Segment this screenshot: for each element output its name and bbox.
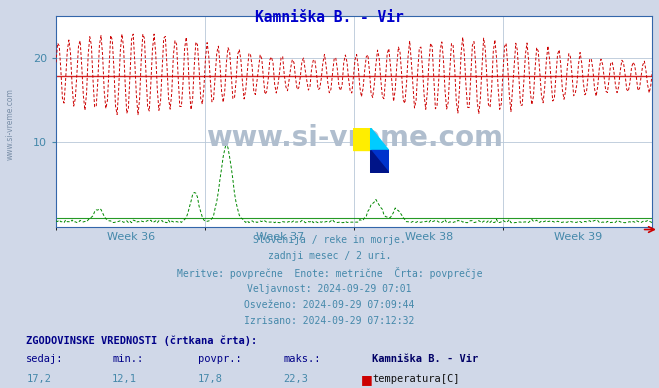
Text: ■: ■ — [360, 373, 372, 386]
Text: www.si-vreme.com: www.si-vreme.com — [5, 88, 14, 160]
Text: 17,2: 17,2 — [26, 374, 51, 385]
Text: temperatura[C]: temperatura[C] — [372, 374, 460, 385]
Text: www.si-vreme.com: www.si-vreme.com — [206, 124, 503, 152]
Text: 22,3: 22,3 — [283, 374, 308, 385]
Text: Slovenija / reke in morje.: Slovenija / reke in morje. — [253, 235, 406, 245]
Text: Kamniška B. - Vir: Kamniška B. - Vir — [255, 10, 404, 25]
Text: Izrisano: 2024-09-29 07:12:32: Izrisano: 2024-09-29 07:12:32 — [244, 316, 415, 326]
Text: Veljavnost: 2024-09-29 07:01: Veljavnost: 2024-09-29 07:01 — [247, 284, 412, 294]
Text: Osveženo: 2024-09-29 07:09:44: Osveženo: 2024-09-29 07:09:44 — [244, 300, 415, 310]
Text: ZGODOVINSKE VREDNOSTI (črtkana črta):: ZGODOVINSKE VREDNOSTI (črtkana črta): — [26, 336, 258, 346]
Polygon shape — [353, 128, 370, 150]
Text: min.:: min.: — [112, 354, 143, 364]
Text: maks.:: maks.: — [283, 354, 321, 364]
Polygon shape — [370, 150, 389, 173]
Text: povpr.:: povpr.: — [198, 354, 241, 364]
Text: Meritve: povprečne  Enote: metrične  Črta: povprečje: Meritve: povprečne Enote: metrične Črta:… — [177, 267, 482, 279]
Polygon shape — [370, 128, 389, 150]
Text: zadnji mesec / 2 uri.: zadnji mesec / 2 uri. — [268, 251, 391, 261]
Text: sedaj:: sedaj: — [26, 354, 64, 364]
Text: 12,1: 12,1 — [112, 374, 137, 385]
Text: Kamniška B. - Vir: Kamniška B. - Vir — [372, 354, 478, 364]
Polygon shape — [370, 150, 389, 173]
Text: 17,8: 17,8 — [198, 374, 223, 385]
